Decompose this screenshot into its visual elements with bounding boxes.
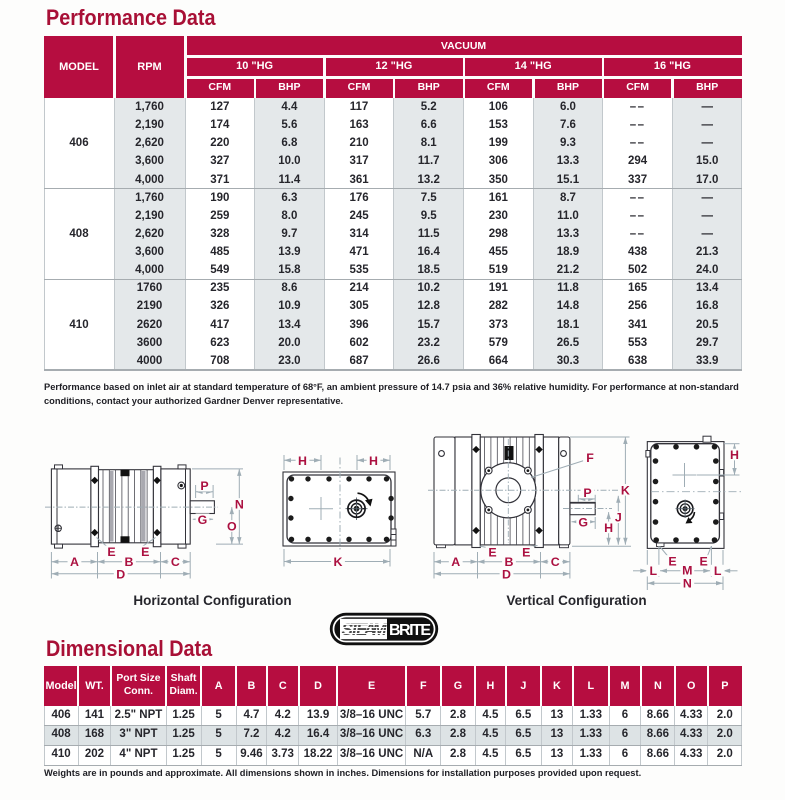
svg-text:C: C [551, 555, 560, 569]
svg-text:F: F [586, 451, 594, 465]
svg-text:B: B [505, 555, 514, 569]
svg-text:J: J [615, 511, 622, 525]
svg-text:N: N [235, 497, 244, 511]
svg-text:L: L [650, 564, 658, 578]
svg-text:L: L [714, 564, 722, 578]
svg-text:E: E [668, 554, 676, 568]
svg-text:BRITE: BRITE [389, 622, 431, 639]
svg-text:A: A [451, 555, 460, 569]
svg-text:E: E [522, 545, 530, 559]
svg-text:A: A [70, 555, 79, 569]
svg-text:H: H [369, 454, 378, 468]
svg-text:O: O [227, 519, 237, 533]
svg-text:H: H [298, 454, 307, 468]
svg-text:E: E [488, 545, 496, 559]
svg-text:K: K [621, 483, 630, 497]
svg-text:C: C [171, 555, 180, 569]
svg-text:M: M [682, 563, 692, 577]
svg-text:P: P [200, 479, 208, 493]
svg-text:K: K [334, 555, 343, 569]
svg-text:G: G [198, 513, 208, 527]
svg-text:E: E [699, 554, 707, 568]
svg-text:N: N [683, 577, 692, 591]
svg-text:G: G [578, 515, 588, 529]
svg-text:E: E [141, 545, 149, 559]
svg-text:H: H [730, 448, 739, 462]
svg-text:D: D [116, 567, 125, 581]
svg-text:P: P [583, 486, 591, 500]
svg-text:B: B [125, 555, 134, 569]
svg-text:H: H [604, 521, 613, 535]
svg-text:D: D [502, 567, 511, 581]
svg-text:E: E [107, 545, 115, 559]
